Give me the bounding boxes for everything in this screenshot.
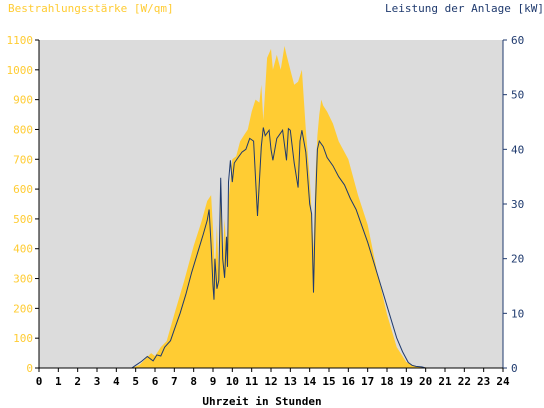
x-tick-label: 19 — [400, 375, 413, 388]
right-tick-label: 30 — [511, 198, 524, 211]
left-tick-label: 1000 — [7, 64, 34, 77]
left-tick-label: 500 — [13, 213, 33, 226]
left-tick-label: 100 — [13, 332, 33, 345]
x-tick-label: 21 — [438, 375, 452, 388]
left-tick-label: 800 — [13, 123, 33, 136]
left-axis-ticks: 0 100 200 300 400 500 600 700 800 900 1000 1100 — [7, 34, 39, 375]
x-tick-label: 22 — [458, 375, 471, 388]
x-tick-label: 5 — [132, 375, 139, 388]
x-tick-label: 3 — [94, 375, 101, 388]
x-tick-label: 18 — [380, 375, 393, 388]
x-tick-label: 12 — [264, 375, 277, 388]
x-tick-label: 20 — [419, 375, 432, 388]
left-tick-label: 400 — [13, 243, 33, 256]
x-tick-label: 1 — [55, 375, 62, 388]
x-axis-label: Uhrzeit in Stunden — [202, 395, 321, 408]
x-tick-label: 10 — [226, 375, 239, 388]
x-tick-label: 17 — [361, 375, 374, 388]
x-tick-label: 9 — [210, 375, 217, 388]
x-tick-label: 24 — [496, 375, 510, 388]
x-tick-label: 13 — [284, 375, 297, 388]
left-tick-label: 0 — [26, 362, 33, 375]
x-tick-label: 15 — [322, 375, 335, 388]
right-axis-ticks: 0 10 20 30 40 50 60 — [503, 34, 524, 375]
right-tick-label: 0 — [511, 362, 518, 375]
right-tick-label: 60 — [511, 34, 524, 47]
x-tick-label: 14 — [303, 375, 317, 388]
left-tick-label: 700 — [13, 153, 33, 166]
left-axis-title: Bestrahlungsstärke [W/qm] — [8, 2, 174, 15]
x-tick-label: 7 — [171, 375, 178, 388]
x-tick-label: 6 — [152, 375, 159, 388]
left-tick-label: 200 — [13, 302, 33, 315]
x-tick-label: 2 — [74, 375, 81, 388]
x-tick-label: 11 — [245, 375, 259, 388]
power-line — [39, 127, 503, 369]
right-tick-label: 50 — [511, 89, 524, 102]
right-tick-label: 20 — [511, 253, 524, 266]
x-tick-label: 4 — [113, 375, 120, 388]
left-tick-label: 900 — [13, 94, 33, 107]
right-tick-label: 10 — [511, 307, 524, 320]
x-tick-label: 0 — [36, 375, 43, 388]
irradiance-area — [39, 46, 503, 368]
x-axis-ticks: 0 1 2 3 4 5 6 7 8 9 10 11 12 13 14 15 16 17 18 19 20 21 22 23 24 — [36, 368, 510, 388]
x-tick-label: 23 — [477, 375, 490, 388]
left-tick-label: 1100 — [7, 34, 34, 47]
x-tick-label: 8 — [190, 375, 197, 388]
left-tick-label: 300 — [13, 273, 33, 286]
left-tick-label: 600 — [13, 183, 33, 196]
right-tick-label: 40 — [511, 143, 524, 156]
x-tick-label: 16 — [342, 375, 356, 388]
right-axis-title: Leistung der Anlage [kW] — [385, 2, 544, 15]
